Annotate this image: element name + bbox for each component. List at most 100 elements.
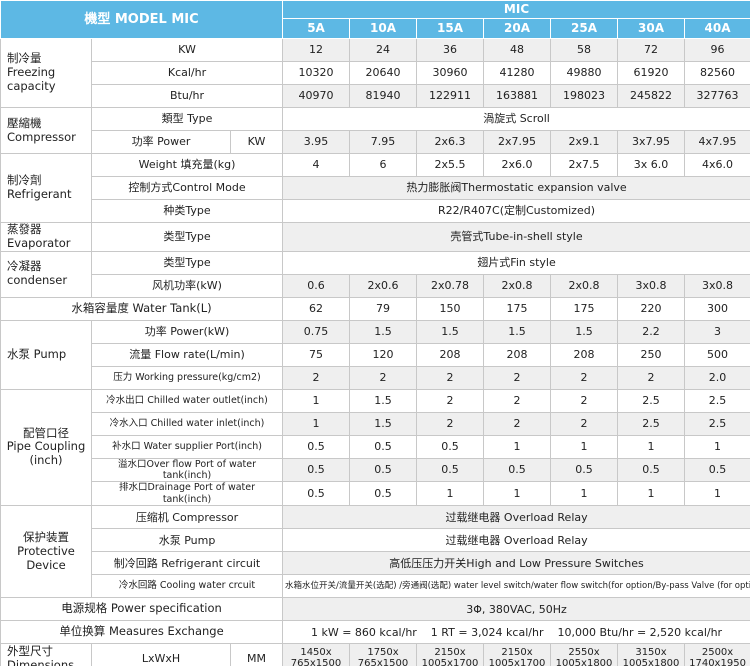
model-header: 20A <box>483 18 552 39</box>
section-label: 制冷劑 Refrigerant <box>0 153 92 223</box>
value-cell: 3.95 <box>282 130 351 154</box>
value-cell: 2150x 1005x1700 <box>416 643 485 666</box>
table-row: 配管口径 Pipe Coupling (inch) 冷水出口 Chilled wa… <box>0 388 750 507</box>
value-cell: 0.5 <box>617 457 686 483</box>
value-cell: 48 <box>483 38 552 62</box>
value-cell: 1 <box>483 434 552 459</box>
value-cell: 1 <box>617 434 686 459</box>
value-cell: 250 <box>617 342 686 367</box>
row-label: Kcal/hr <box>90 61 284 85</box>
value-cell: 0.5 <box>282 457 351 483</box>
value-cell: 2 <box>550 411 619 436</box>
table-row: 冷水入口 Chilled water inlet(inch) 1 1.5 2 2 2 2.5… <box>1 411 750 436</box>
value-cell: 58 <box>550 38 619 62</box>
value-cell: 0.5 <box>416 457 485 483</box>
value-cell: 2 <box>483 388 552 413</box>
value-cell: 1.5 <box>483 319 552 344</box>
value-cell: 1 <box>550 434 619 459</box>
table-row: 制冷劑 Refrigerant Weight 填充量(kg) 4 6 2x5.5 2x6.… <box>0 153 750 223</box>
table-row: Kcal/hr 10320 20640 30960 41280 49880 61920 825… <box>1 61 750 85</box>
value-cell: 2 <box>416 411 485 436</box>
value-cell: 0.5 <box>282 481 351 507</box>
value-cell: 0.5 <box>483 457 552 483</box>
table-row: 5A 10A 15A 20A 25A 30A 40A <box>1 18 750 39</box>
value-cell: 82560 <box>684 61 750 85</box>
value-cell: 2 <box>282 365 351 390</box>
value-cell: 1 <box>684 481 750 507</box>
table-row: 单位换算 Measures Exchange 1 kW = 860 kcal/hr… <box>0 620 750 645</box>
row-label: 冷水出口 Chilled water outlet(inch) <box>90 388 284 413</box>
value-cell: 高低压压力开关High and Low Pressure Switches <box>282 551 750 576</box>
value-cell: 3 <box>684 319 750 344</box>
value-cell: 2x0.6 <box>349 273 418 298</box>
value-cell: 2x9.1 <box>550 130 619 154</box>
row-label: 功率 Power <box>91 130 231 154</box>
section-label: 制冷量 Freezing capacity <box>0 38 92 108</box>
value-cell: 175 <box>550 296 619 321</box>
value-cell: 10320 <box>282 61 351 85</box>
value-cell: 220 <box>617 296 686 321</box>
section-label: 外型尺寸 Dimensions <box>0 643 92 666</box>
table-row: 外型尺寸 Dimensions LxWxH MM 1450x 765x1500 1750… <box>0 643 750 666</box>
row-label: LxWxH <box>91 643 231 666</box>
value-cell: 0.5 <box>349 434 418 459</box>
value-cell: 24 <box>349 38 418 62</box>
table-row: 制冷量 Freezing capacity KW 12 24 36 48 58 72 96 <box>0 38 750 108</box>
value-cell: 0.6 <box>282 273 351 298</box>
value-cell: 2.5 <box>684 388 750 413</box>
value-cell: 1.5 <box>550 319 619 344</box>
model-header: 10A <box>349 18 418 39</box>
table-row: Btu/hr 40970 81940 122911 163881 198023 245822… <box>1 84 750 108</box>
table-row: 溢水口Over flow Port of water tank(inch) 0.5… <box>1 457 750 483</box>
row-label: 制冷回路 Refrigerant circuit <box>90 551 284 576</box>
value-cell: 3150x 1005x1800 <box>617 643 686 666</box>
value-cell: 0.5 <box>282 434 351 459</box>
value-cell: 壳管式Tube-in-shell style <box>282 222 750 252</box>
value-cell: 2x7.5 <box>550 153 619 177</box>
value-cell: 2 <box>349 365 418 390</box>
value-cell: 2150x 1005x1700 <box>483 643 552 666</box>
value-cell: 1.5 <box>349 319 418 344</box>
row-label: 溢水口Over flow Port of water tank(inch) <box>90 457 284 483</box>
value-cell: 1.5 <box>349 388 418 413</box>
section-label: 水泵 Pump <box>0 319 92 390</box>
value-cell: 2x6.0 <box>483 153 552 177</box>
row-label: 电源规格 Power specification <box>0 597 284 622</box>
row-label: 水泵 Pump <box>90 528 284 553</box>
value-cell: 7.95 <box>349 130 418 154</box>
model-header: 25A <box>550 18 619 39</box>
row-label: 水箱容量度 Water Tank(L) <box>0 296 284 321</box>
value-cell: 3x 6.0 <box>617 153 686 177</box>
value-cell: 208 <box>483 342 552 367</box>
table-row: 制冷回路 Refrigerant circuit 高低压压力开关High and … <box>1 551 750 576</box>
value-cell: 49880 <box>550 61 619 85</box>
value-cell: 1.5 <box>349 411 418 436</box>
value-cell: 3x7.95 <box>617 130 686 154</box>
header-title: 機型 MODEL MIC <box>0 0 284 39</box>
section-label: 保护装置 Protective Device <box>0 505 92 599</box>
row-label: Weight 填充量(kg) <box>90 153 284 177</box>
value-cell: 1 <box>617 481 686 507</box>
value-cell: 41280 <box>483 61 552 85</box>
table-row: 機型 MODEL MIC MIC <box>0 0 750 39</box>
value-cell: 20640 <box>349 61 418 85</box>
value-cell: 1750x 765x1500 <box>349 643 418 666</box>
value-cell: 渦旋式 Scroll <box>282 107 750 131</box>
value-cell: 3x0.8 <box>684 273 750 298</box>
value-cell: 120 <box>349 342 418 367</box>
value-cell: 81940 <box>349 84 418 108</box>
value-cell: 12 <box>282 38 351 62</box>
row-label: 类型Type <box>90 222 284 252</box>
value-cell: R22/R407C(定制Customized) <box>282 199 750 223</box>
value-cell: 62 <box>282 296 351 321</box>
value-cell: 163881 <box>483 84 552 108</box>
row-label: 压力 Working pressure(kg/cm2) <box>90 365 284 390</box>
row-label: 冷水回路 Cooling water crcuit <box>90 574 284 599</box>
value-cell: 72 <box>617 38 686 62</box>
value-cell: 2500x 1740x1950 <box>684 643 750 666</box>
row-label: 控制方式Control Mode <box>90 176 284 200</box>
value-cell: 122911 <box>416 84 485 108</box>
table-row: 电源规格 Power specification 3Φ, 380VAC, 50Hz <box>0 597 750 622</box>
